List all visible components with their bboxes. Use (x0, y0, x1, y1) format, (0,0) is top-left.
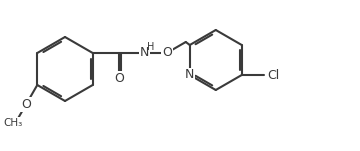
Text: Cl: Cl (268, 69, 280, 82)
Text: H: H (147, 42, 154, 52)
Text: O: O (21, 98, 31, 111)
Text: N: N (185, 69, 194, 82)
Text: O: O (162, 47, 172, 59)
Text: CH₃: CH₃ (4, 118, 23, 128)
Text: N: N (140, 47, 149, 59)
Text: O: O (114, 72, 123, 85)
